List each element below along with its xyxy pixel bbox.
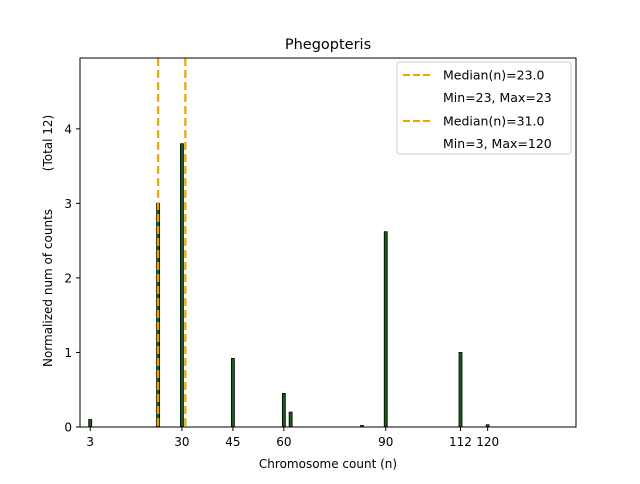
- x-tick-label: 3: [86, 435, 94, 449]
- chart-title: Phegopteris: [285, 37, 371, 53]
- x-tick-label: 120: [476, 435, 499, 449]
- y-tick-label: 3: [64, 197, 72, 211]
- legend-median-entry: Median(n)=23.0: [443, 68, 544, 83]
- legend-box: [396, 61, 572, 155]
- histogram-bar: [281, 393, 286, 428]
- histogram-bar: [458, 352, 463, 428]
- histogram-bar: [180, 143, 184, 428]
- plot-frame: [79, 57, 577, 428]
- y-tick-label: 0: [64, 421, 72, 435]
- legend-range-entry: Min=23, Max=23: [443, 90, 552, 105]
- legend-median-entry: Median(n)=31.0: [443, 114, 544, 129]
- y-axis-total-label: (Total 12): [41, 115, 55, 171]
- histogram-bar: [383, 231, 388, 428]
- y-tick-label: 2: [64, 271, 72, 285]
- y-tick-label: 4: [64, 122, 72, 136]
- histogram-bar: [88, 419, 93, 428]
- legend: Median(n)=23.0 Min=23, Max=23 Median(n)=…: [396, 61, 572, 155]
- x-tick-label: 60: [276, 435, 291, 449]
- y-axis-label: Normalized num of counts: [41, 209, 55, 367]
- legend-range-entry: Min=3, Max=120: [443, 136, 552, 151]
- median-lines-layer: [157, 58, 187, 427]
- x-tick-label: 30: [174, 435, 189, 449]
- x-axis-label: Chromosome count (n): [259, 457, 397, 471]
- y-tick-label: 1: [64, 346, 72, 360]
- x-axis: 3 30 45 60 90 112 120: [86, 427, 499, 449]
- y-axis: 0 1 2 3 4: [64, 122, 80, 435]
- x-tick-label: 112: [449, 435, 472, 449]
- histogram-bar: [288, 411, 293, 428]
- x-tick-label: 90: [378, 435, 393, 449]
- x-tick-label: 45: [225, 435, 240, 449]
- histogram-bar: [230, 358, 235, 428]
